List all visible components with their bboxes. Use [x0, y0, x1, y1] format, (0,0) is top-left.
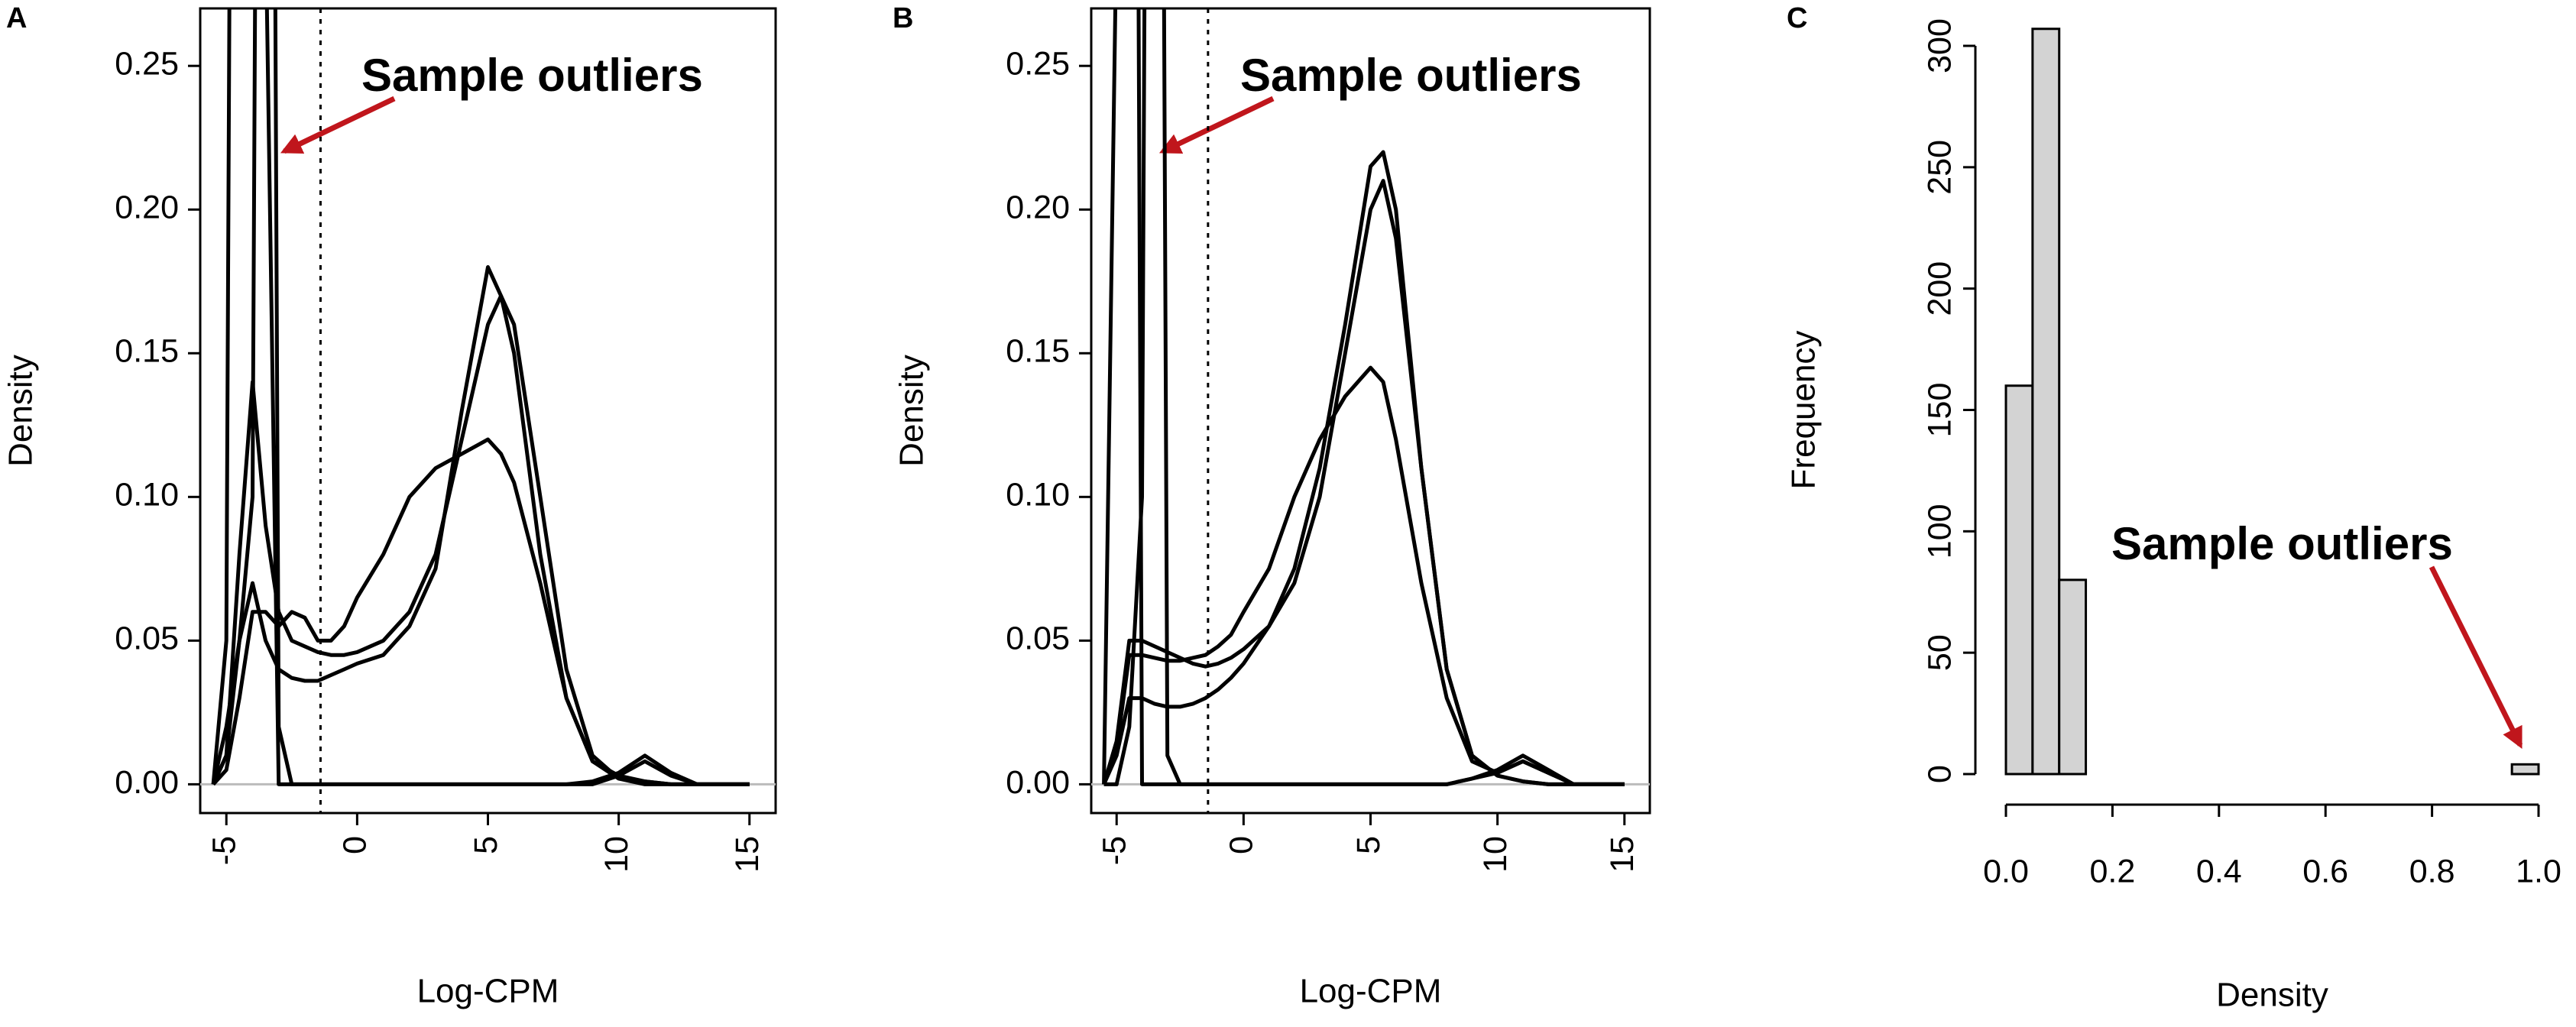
y-tick-label: 200	[1921, 261, 1958, 316]
y-tick-label: 0.10	[1006, 477, 1070, 514]
density-line	[211, 8, 750, 786]
x-axis-title: Log-CPM	[1300, 973, 1442, 1010]
x-tick-label: 0.8	[2409, 853, 2455, 889]
x-tick-label: 5	[1350, 836, 1387, 854]
y-axis-title: Density	[2, 355, 40, 467]
density-line	[212, 437, 750, 786]
x-tick-label: 0.2	[2090, 853, 2136, 889]
y-tick-label: 0.10	[115, 477, 179, 514]
y-tick-label: 300	[1921, 18, 1958, 73]
y-tick-label: 0.20	[1006, 190, 1070, 226]
y-tick-label: 150	[1921, 383, 1958, 438]
x-tick-label: -5	[206, 836, 243, 865]
histogram-bar	[2510, 763, 2540, 776]
y-tick-label: 0.15	[1006, 333, 1070, 370]
y-tick-label: 0	[1921, 765, 1958, 783]
panel-label: A	[6, 2, 27, 34]
x-tick-label: 15	[729, 836, 766, 873]
density-line	[1102, 365, 1625, 786]
y-tick-label: 0.05	[115, 620, 179, 657]
density-line	[1102, 179, 1625, 786]
histogram-bar	[2031, 28, 2061, 776]
density-line	[211, 8, 750, 786]
y-tick-label: 0.00	[115, 764, 179, 801]
density-line	[211, 265, 750, 786]
x-axis-title: Log-CPM	[417, 973, 559, 1010]
y-tick-label: 0.15	[115, 333, 179, 370]
annotation-arrow	[280, 96, 396, 154]
y-axis-title: Density	[893, 355, 931, 467]
plot-frame	[199, 7, 777, 815]
y-tick-label: 0.05	[1006, 620, 1070, 657]
plot-frame	[1090, 7, 1651, 815]
density-line	[1102, 8, 1625, 786]
x-tick-label: 0	[337, 836, 374, 854]
annotation: Sample outliers	[1240, 50, 1582, 101]
density-line	[1103, 8, 1625, 786]
annotation: Sample outliers	[2111, 518, 2453, 569]
histogram-bar	[2058, 578, 2088, 776]
y-tick-label: 250	[1921, 140, 1958, 195]
density-line	[211, 293, 750, 786]
series-group	[1102, 8, 1625, 786]
x-tick-label: 0.4	[2196, 853, 2242, 889]
annotation-arrow	[1158, 96, 1275, 154]
x-tick-label: 10	[1477, 836, 1514, 873]
x-tick-label: 15	[1604, 836, 1641, 873]
x-axis-title: Density	[2216, 977, 2328, 1014]
y-tick-label: 0.25	[115, 46, 179, 83]
x-tick-label: 10	[598, 836, 635, 873]
y-tick-label: 0.25	[1006, 46, 1070, 83]
y-tick-label: 100	[1921, 504, 1958, 559]
x-tick-label: 0.6	[2302, 853, 2348, 889]
x-tick-label: 0	[1223, 836, 1260, 854]
annotation: Sample outliers	[361, 50, 703, 101]
x-tick-label: -5	[1097, 836, 1133, 865]
y-axis-title: Frequency	[1785, 331, 1823, 490]
x-tick-label: 0.0	[1983, 853, 2029, 889]
y-tick-label: 0.00	[1006, 764, 1070, 801]
series-group	[211, 8, 750, 786]
panel-label: C	[1787, 2, 1807, 34]
y-tick-label: 50	[1921, 634, 1958, 671]
annotation-arrow	[2429, 565, 2523, 750]
panel-label: B	[893, 2, 913, 34]
histogram-bar	[2004, 384, 2034, 776]
x-tick-label: 5	[468, 836, 504, 854]
y-tick-label: 0.20	[115, 190, 179, 226]
x-tick-label: 1.0	[2516, 853, 2561, 889]
